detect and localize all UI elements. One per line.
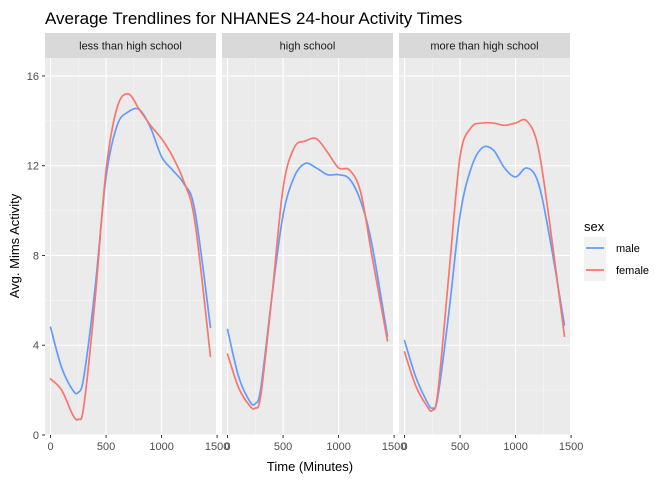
facet-strip: [399, 33, 570, 58]
y-tick-label: 8: [33, 250, 39, 262]
legend-item-male: male: [584, 237, 640, 259]
panel-background: [399, 58, 570, 435]
series-line-female: [49, 93, 212, 421]
panel-background: [45, 58, 216, 435]
series-line-female: [403, 118, 566, 412]
x-tick-label: 1500: [559, 441, 583, 453]
legend-label: female: [616, 265, 649, 277]
y-tick-label: 4: [33, 340, 39, 352]
y-axis-title: Avg. Mims Activity: [7, 193, 22, 298]
legend-label: male: [616, 243, 640, 255]
series-line-male: [403, 145, 566, 410]
facet-strip-label: high school: [280, 41, 336, 53]
x-tick-label: 0: [224, 441, 230, 453]
legend-item-female: female: [584, 259, 649, 281]
x-tick-label: 0: [47, 441, 53, 453]
series-line-male: [226, 162, 389, 406]
facet-strip: [45, 33, 216, 58]
x-tick-label: 1000: [503, 441, 527, 453]
facet-panel: high school 0 500 1000 1500: [222, 33, 406, 453]
panel-background: [222, 58, 393, 435]
y-tick-label: 0: [33, 430, 39, 442]
x-tick-label: 1000: [149, 441, 173, 453]
y-tick-label: 12: [27, 161, 39, 173]
x-tick-label: 500: [451, 441, 469, 453]
x-tick-label: 0: [401, 441, 407, 453]
x-axis-title: Time (Minutes): [267, 459, 353, 474]
x-tick-label: 1500: [382, 441, 406, 453]
x-tick-label: 1000: [326, 441, 350, 453]
facet-strip-label: more than high school: [430, 41, 538, 53]
x-tick-label: 500: [97, 441, 115, 453]
y-tick-label: 16: [27, 71, 39, 83]
x-tick-label: 500: [274, 441, 292, 453]
facet-strip-label: less than high school: [79, 41, 182, 53]
series-line-male: [49, 107, 212, 395]
chart-title: Average Trendlines for NHANES 24-hour Ac…: [45, 9, 462, 28]
x-tick-label: 1500: [205, 441, 229, 453]
facet-panel: more than high school 0 500 1000 1500: [399, 33, 583, 453]
series-line-female: [226, 137, 389, 410]
facet-strip: [222, 33, 393, 58]
legend-title: sex: [584, 219, 605, 234]
